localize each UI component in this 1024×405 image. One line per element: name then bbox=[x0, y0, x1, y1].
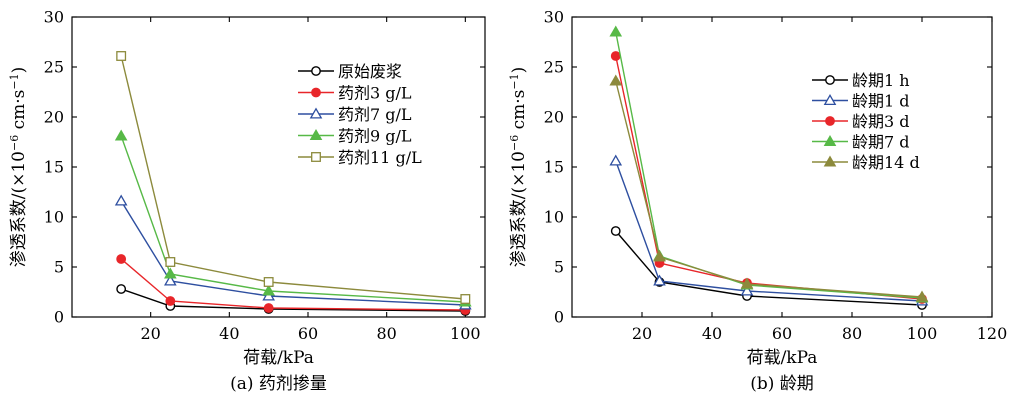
x-tick-label: 60 bbox=[298, 324, 318, 343]
legend-marker bbox=[311, 87, 321, 98]
x-axis-label: 荷载/kPa bbox=[243, 348, 314, 368]
data-point bbox=[263, 277, 274, 287]
legend-label: 龄期1 d bbox=[852, 92, 910, 111]
series-1 bbox=[610, 226, 927, 310]
data-point bbox=[114, 129, 128, 141]
y-tick-label: 25 bbox=[44, 58, 64, 77]
y-tick-label: 30 bbox=[544, 8, 564, 27]
data-point bbox=[460, 294, 471, 304]
legend-label: 原始废浆 bbox=[338, 62, 402, 81]
data-point bbox=[116, 284, 127, 294]
series-2 bbox=[609, 154, 929, 306]
data-point bbox=[609, 154, 623, 166]
data-point bbox=[609, 74, 623, 86]
data-point bbox=[610, 51, 621, 61]
x-axis-label: 荷载/kPa bbox=[747, 348, 818, 368]
legend-marker bbox=[825, 116, 835, 126]
y-tick-label: 15 bbox=[544, 158, 564, 177]
data-point bbox=[164, 274, 177, 286]
legend-label: 龄期3 d bbox=[852, 112, 910, 131]
x-tick-label: 80 bbox=[376, 324, 396, 343]
panel-caption: (b) 龄期 bbox=[750, 374, 814, 394]
series-line bbox=[615, 230, 923, 306]
legend-label: 药剂9 g/L bbox=[338, 127, 412, 146]
legend-label: 药剂3 g/L bbox=[338, 84, 412, 103]
y-tick-label: 20 bbox=[44, 108, 64, 127]
y-tick-label: 30 bbox=[44, 8, 64, 27]
data-point bbox=[262, 284, 275, 296]
chart-panel-2: 0 5 10 15 20 25 30 20 40 60 80 100 120 荷载/kPa (b) 龄期 渗透… bbox=[508, 8, 1007, 395]
x-tick-label: 100 bbox=[907, 324, 938, 343]
x-tick-label: 60 bbox=[772, 324, 792, 343]
legend-marker bbox=[309, 107, 323, 119]
y-tick-label: 5 bbox=[554, 258, 564, 277]
y-axis-label: 渗透系数/(×10−6 cm·s−1) bbox=[8, 67, 29, 268]
x-tick-label: 120 bbox=[977, 324, 1008, 343]
legend-label: 龄期14 d bbox=[852, 153, 920, 172]
data-point bbox=[263, 303, 274, 313]
y-tick-label: 25 bbox=[544, 58, 564, 77]
data-point bbox=[610, 226, 621, 236]
x-tick-label: 80 bbox=[842, 324, 862, 343]
x-tick-label: 100 bbox=[450, 324, 481, 343]
data-point bbox=[609, 25, 623, 37]
x-tick-label: 20 bbox=[632, 324, 652, 343]
legend-marker bbox=[825, 75, 835, 85]
y-tick-label: 15 bbox=[44, 158, 64, 177]
data-point bbox=[114, 194, 128, 206]
plot-frame bbox=[571, 16, 993, 318]
series-line bbox=[120, 55, 466, 300]
data-point bbox=[165, 296, 176, 306]
legend-marker bbox=[311, 66, 321, 76]
x-tick-label: 20 bbox=[140, 324, 160, 343]
y-tick-label: 5 bbox=[54, 258, 64, 277]
legend-label: 龄期1 h bbox=[852, 71, 910, 90]
y-tick-label: 0 bbox=[554, 308, 564, 327]
y-tick-label: 0 bbox=[54, 308, 64, 327]
x-tick-label: 40 bbox=[702, 324, 722, 343]
series-line bbox=[615, 80, 923, 298]
legend-marker bbox=[309, 128, 323, 141]
data-point bbox=[653, 250, 666, 262]
legend-marker bbox=[823, 155, 837, 167]
legend-label: 药剂11 g/L bbox=[338, 148, 422, 167]
y-tick-label: 10 bbox=[544, 208, 564, 227]
panel-caption: (a) 药剂掺量 bbox=[230, 374, 327, 394]
series-line bbox=[120, 135, 466, 303]
plot-frame bbox=[71, 16, 486, 318]
series-line bbox=[120, 200, 466, 306]
data-point bbox=[653, 274, 666, 286]
series-5 bbox=[116, 51, 471, 304]
data-point bbox=[740, 277, 754, 289]
x-tick-label: 40 bbox=[219, 324, 239, 343]
data-point bbox=[164, 267, 177, 279]
legend-label: 龄期7 d bbox=[852, 133, 910, 152]
series-line bbox=[120, 258, 466, 311]
data-point bbox=[740, 284, 754, 296]
chart-panel-1: 0 5 10 15 20 25 30 20 40 60 80 100 荷载/kPa (a) 药剂掺量 渗透系… bbox=[8, 8, 486, 394]
data-point bbox=[116, 51, 127, 61]
series-5 bbox=[609, 74, 929, 302]
data-point bbox=[165, 257, 176, 267]
y-tick-label: 10 bbox=[44, 208, 64, 227]
y-axis-label: 渗透系数/(×10−6 cm·s−1) bbox=[508, 67, 529, 268]
y-tick-label: 20 bbox=[544, 108, 564, 127]
legend-marker bbox=[823, 134, 837, 147]
legend-label: 药剂7 g/L bbox=[338, 105, 412, 124]
data-point bbox=[116, 254, 127, 264]
series-line bbox=[120, 288, 466, 312]
legend-marker bbox=[311, 152, 321, 162]
data-point bbox=[915, 290, 929, 302]
legend-marker bbox=[823, 93, 837, 106]
series-line bbox=[615, 160, 923, 302]
